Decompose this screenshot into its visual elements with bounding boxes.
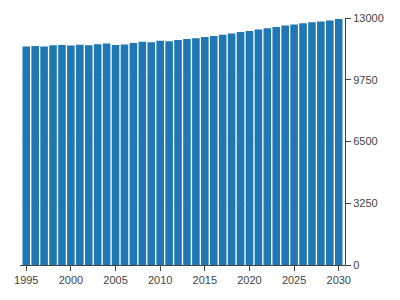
svg-text:2005: 2005 [103, 274, 127, 286]
svg-text:2030: 2030 [327, 274, 351, 286]
svg-text:1995: 1995 [14, 274, 38, 286]
svg-text:2020: 2020 [237, 274, 261, 286]
svg-text:13000: 13000 [353, 12, 384, 24]
svg-text:6500: 6500 [353, 135, 377, 147]
svg-text:2010: 2010 [148, 274, 172, 286]
svg-text:9750: 9750 [353, 74, 377, 86]
svg-text:2025: 2025 [282, 274, 306, 286]
svg-text:3250: 3250 [353, 197, 377, 209]
svg-text:2015: 2015 [193, 274, 217, 286]
svg-text:2000: 2000 [59, 274, 83, 286]
svg-text:0: 0 [353, 259, 359, 271]
